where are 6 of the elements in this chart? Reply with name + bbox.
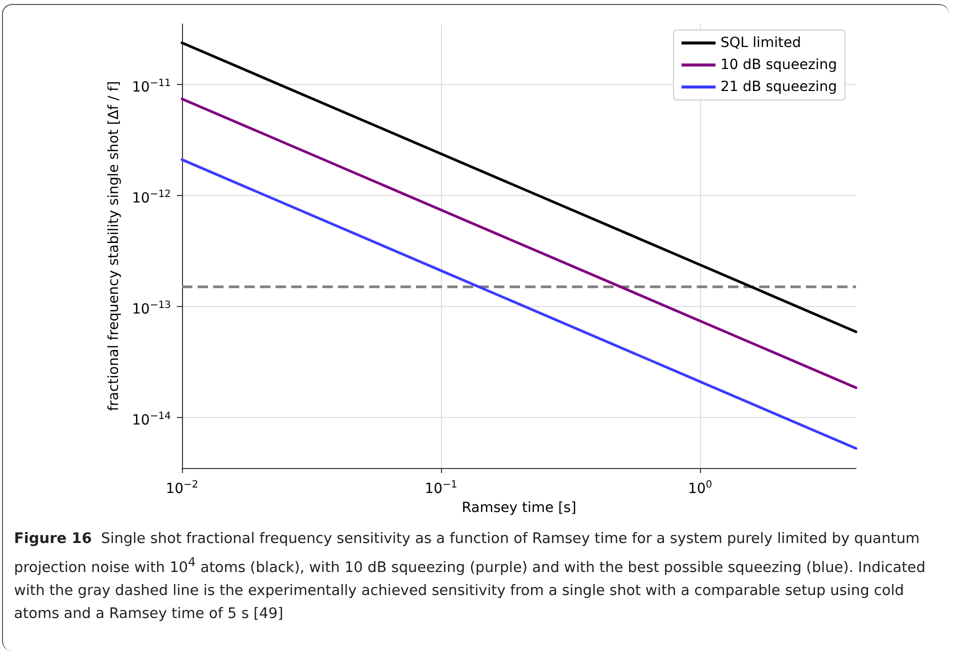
legend-label: 10 dB squeezing xyxy=(720,57,837,73)
legend-label: 21 dB squeezing xyxy=(720,79,837,95)
legend-label: SQL limited xyxy=(720,35,801,51)
y-axis-title: fractional frequency stability single shot [Δf / f] xyxy=(106,80,122,412)
caption: Figure 16 xyxy=(14,531,92,547)
x-axis-title: Ramsey time [s] xyxy=(462,500,576,516)
